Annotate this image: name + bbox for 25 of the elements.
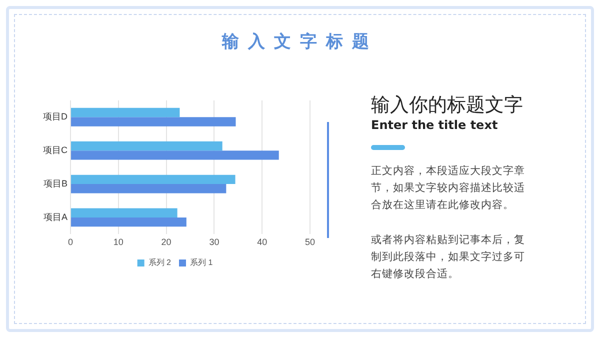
- x-tick-label: 50: [304, 237, 316, 248]
- text: 或者将内容粘贴到记事本后，复制到此段落中，如果文字过多可右键修改段合适。: [371, 233, 526, 282]
- x-tick-label: 30: [209, 237, 220, 248]
- bar: [71, 108, 180, 118]
- text: 正文内容，本段适应大段文字章节，如果文字较内容描述比较适合放在这里请在此修改内容。: [371, 164, 526, 213]
- legend-label: 系列 2: [148, 258, 172, 268]
- bar: [71, 184, 226, 194]
- bar: [71, 208, 178, 218]
- y-tick-label: 项目C: [43, 145, 68, 156]
- chart-title: 输入文字标题: [220, 31, 379, 53]
- x-tick-label: 20: [161, 237, 172, 248]
- bar: [71, 117, 236, 126]
- x-tick-label: 40: [257, 237, 268, 248]
- x-tick-label: 0: [68, 237, 74, 248]
- text: Enter the title text: [371, 118, 498, 132]
- x-tick-label: 10: [113, 237, 124, 248]
- y-tick-label: 项目D: [43, 112, 68, 122]
- text: 输入你的标题文字: [371, 93, 523, 118]
- bar: [71, 217, 186, 227]
- bar: [71, 150, 279, 160]
- bar: [71, 141, 222, 151]
- legend-label: 系列 1: [190, 258, 214, 268]
- y-tick-label: 项目A: [43, 212, 68, 222]
- bar: [71, 174, 236, 184]
- y-tick-label: 项目B: [43, 178, 68, 189]
